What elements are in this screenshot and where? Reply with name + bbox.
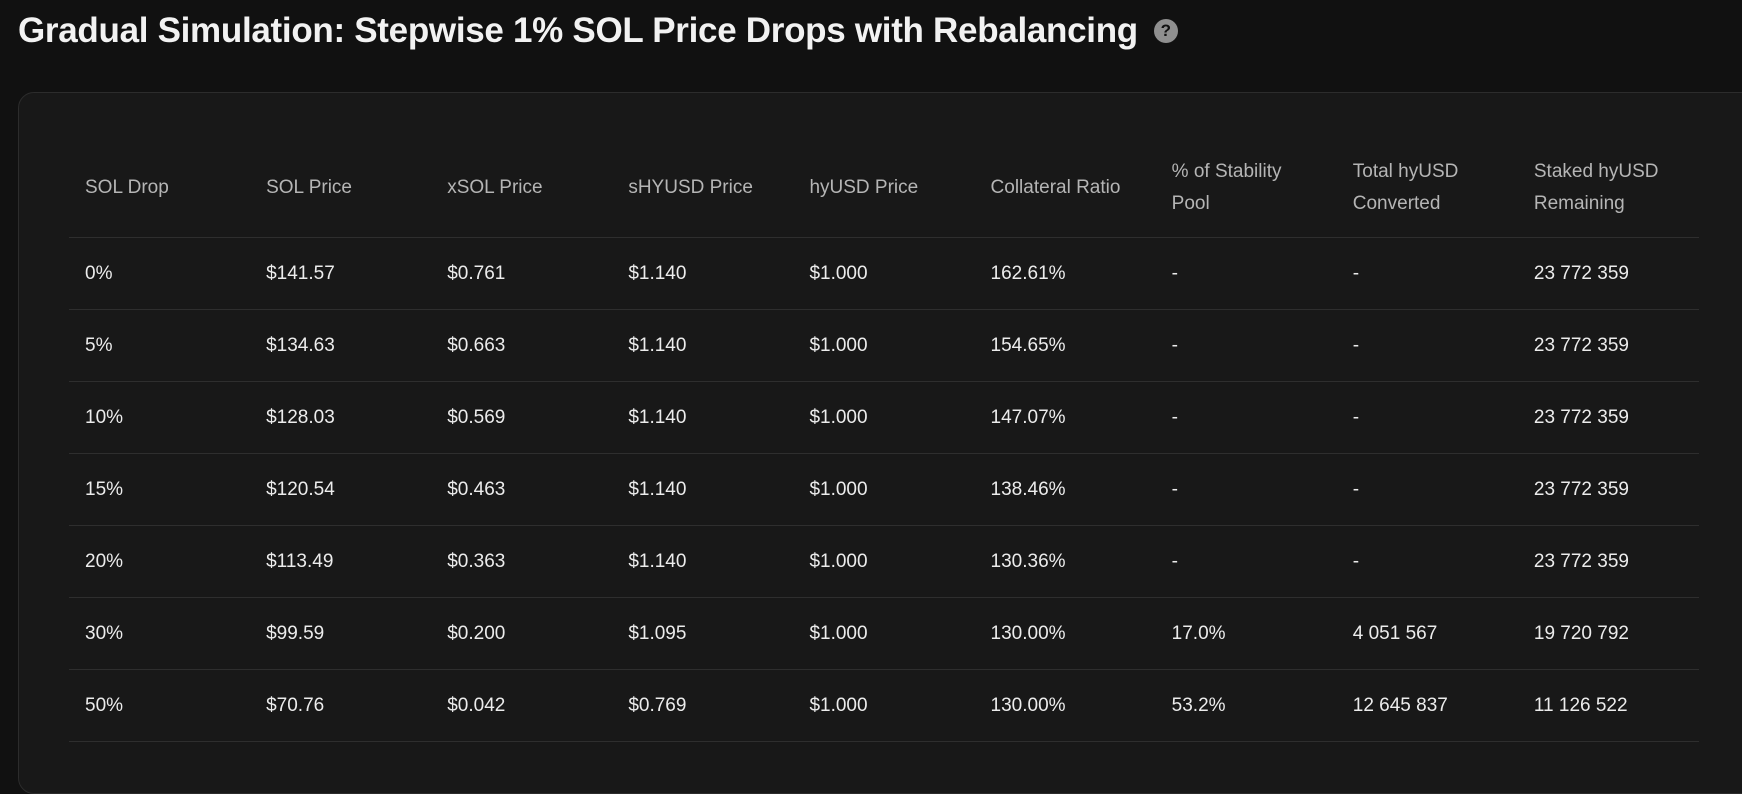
column-header-staked-hyusd-remaining: Staked hyUSD Remaining (1517, 153, 1699, 238)
table-cell: 130.00% (974, 669, 1156, 742)
table-row: 20% $113.49 $0.363 $1.140 $1.000 130.36%… (69, 525, 1699, 598)
table-cell: $1.140 (612, 453, 794, 526)
table-cell: $120.54 (250, 453, 432, 526)
table-cell: 30% (69, 597, 251, 670)
table-cell: 20% (69, 525, 251, 598)
table-row: 5% $134.63 $0.663 $1.140 $1.000 154.65% … (69, 309, 1699, 382)
table-cell: - (1336, 381, 1518, 454)
table-cell: $1.140 (612, 525, 794, 598)
table-cell: 0% (69, 237, 251, 310)
table-cell: 5% (69, 309, 251, 382)
column-header-stability-pool-pct: % of Stability Pool (1155, 153, 1337, 238)
table-cell: 4 051 567 (1336, 597, 1518, 670)
table-cell: - (1155, 525, 1337, 598)
table-cell: $0.663 (431, 309, 613, 382)
table-cell: 130.36% (974, 525, 1156, 598)
table-cell: - (1336, 453, 1518, 526)
title-row: Gradual Simulation: Stepwise 1% SOL Pric… (18, 8, 1178, 54)
table-cell: $134.63 (250, 309, 432, 382)
table-cell: 130.00% (974, 597, 1156, 670)
table-header-row: SOL Drop SOL Price xSOL Price sHYUSD Pri… (69, 153, 1699, 238)
table-cell: $0.200 (431, 597, 613, 670)
table-cell: 11 126 522 (1517, 669, 1699, 742)
table-cell: $128.03 (250, 381, 432, 454)
column-header-xsol-price: xSOL Price (431, 153, 613, 238)
table-cell: 53.2% (1155, 669, 1337, 742)
table-cell: - (1155, 309, 1337, 382)
page-title: Gradual Simulation: Stepwise 1% SOL Pric… (18, 11, 1138, 50)
table-cell: 19 720 792 (1517, 597, 1699, 670)
table-cell: $0.761 (431, 237, 613, 310)
table-cell: $1.000 (793, 237, 975, 310)
column-header-shyusd-price: sHYUSD Price (612, 153, 794, 238)
table-cell: 23 772 359 (1517, 381, 1699, 454)
table-cell: $1.000 (793, 669, 975, 742)
table-cell: $0.569 (431, 381, 613, 454)
table-cell: $99.59 (250, 597, 432, 670)
column-header-total-hyusd-converted: Total hyUSD Converted (1336, 153, 1518, 238)
table-cell: $1.140 (612, 381, 794, 454)
table-cell: - (1155, 381, 1337, 454)
table-cell: - (1336, 237, 1518, 310)
table-cell: 15% (69, 453, 251, 526)
table-row: 50% $70.76 $0.042 $0.769 $1.000 130.00% … (69, 669, 1699, 742)
table-cell: 23 772 359 (1517, 525, 1699, 598)
simulation-table: SOL Drop SOL Price xSOL Price sHYUSD Pri… (69, 153, 1699, 742)
table-row: 0% $141.57 $0.761 $1.140 $1.000 162.61% … (69, 237, 1699, 310)
table-cell: 12 645 837 (1336, 669, 1518, 742)
table-cell: 154.65% (974, 309, 1156, 382)
table-cell: $70.76 (250, 669, 432, 742)
table-cell: 147.07% (974, 381, 1156, 454)
table-cell: 50% (69, 669, 251, 742)
table-cell: 17.0% (1155, 597, 1337, 670)
table-cell: $113.49 (250, 525, 432, 598)
column-header-collateral-ratio: Collateral Ratio (974, 153, 1156, 238)
table-cell: $141.57 (250, 237, 432, 310)
column-header-hyusd-price: hyUSD Price (793, 153, 975, 238)
table-row: 10% $128.03 $0.569 $1.140 $1.000 147.07%… (69, 381, 1699, 454)
table-cell: 10% (69, 381, 251, 454)
table-cell: $1.000 (793, 597, 975, 670)
table-cell: $0.463 (431, 453, 613, 526)
table-cell: $1.000 (793, 309, 975, 382)
table-cell: $1.000 (793, 381, 975, 454)
table-cell: 23 772 359 (1517, 237, 1699, 310)
table-cell: 23 772 359 (1517, 453, 1699, 526)
table-cell: $1.000 (793, 453, 975, 526)
help-question-icon[interactable]: ? (1153, 19, 1178, 43)
table-cell: 23 772 359 (1517, 309, 1699, 382)
table-cell: $0.769 (612, 669, 794, 742)
column-header-sol-drop: SOL Drop (69, 153, 251, 238)
table-cell: 162.61% (974, 237, 1156, 310)
table-row: 15% $120.54 $0.463 $1.140 $1.000 138.46%… (69, 453, 1699, 526)
table-cell: $1.000 (793, 525, 975, 598)
table-cell: $0.042 (431, 669, 613, 742)
column-header-sol-price: SOL Price (250, 153, 432, 238)
simulation-table-card: SOL Drop SOL Price xSOL Price sHYUSD Pri… (18, 92, 1742, 794)
table-cell: - (1155, 453, 1337, 526)
table-cell: $1.095 (612, 597, 794, 670)
table-cell: $1.140 (612, 237, 794, 310)
table-cell: - (1336, 525, 1518, 598)
table-cell: - (1336, 309, 1518, 382)
table-cell: $0.363 (431, 525, 613, 598)
table-cell: 138.46% (974, 453, 1156, 526)
table-cell: - (1155, 237, 1337, 310)
table-row: 30% $99.59 $0.200 $1.095 $1.000 130.00% … (69, 597, 1699, 670)
table-cell: $1.140 (612, 309, 794, 382)
